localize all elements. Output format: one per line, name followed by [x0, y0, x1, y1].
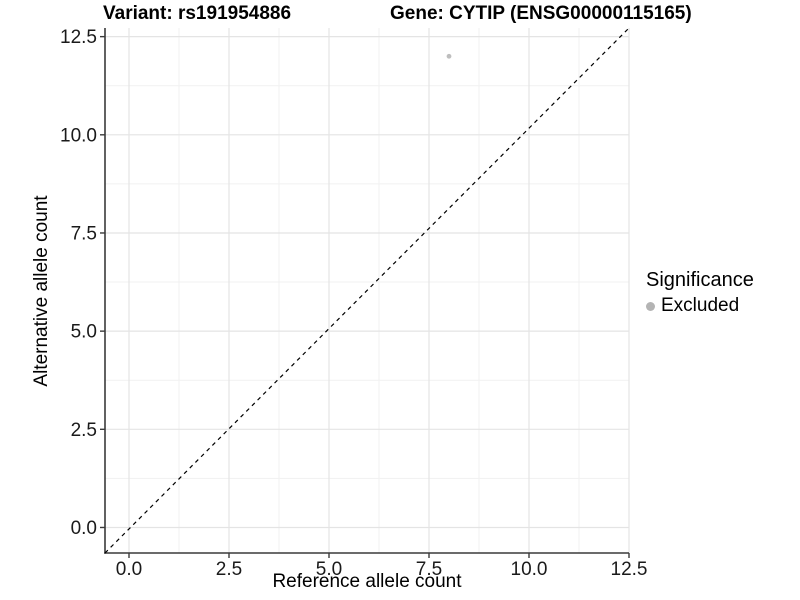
identity-line	[104, 27, 630, 554]
x-tick-label: 5.0	[316, 559, 342, 580]
legend: Significance Excluded	[646, 269, 754, 317]
x-tick-label: 12.5	[611, 559, 648, 580]
x-tick-label: 7.5	[416, 559, 442, 580]
y-tick-label: 5.0	[71, 322, 97, 343]
y-axis-title: Alternative allele count	[31, 195, 52, 387]
y-tick-label: 7.5	[71, 223, 97, 244]
legend-key-dot-icon	[646, 301, 655, 311]
y-tick-label: 12.5	[60, 27, 97, 48]
y-tick-label: 2.5	[71, 420, 97, 441]
x-tick-label: 0.0	[116, 559, 142, 580]
x-axis-title: Reference allele count	[272, 571, 462, 592]
legend-title: Significance	[646, 269, 754, 291]
x-tick-label: 10.0	[511, 559, 548, 580]
plot-title-variant: Variant: rs191954886	[103, 3, 292, 24]
plot-title-gene: Gene: CYTIP (ENSG00000115165)	[390, 3, 692, 24]
legend-item-label: Excluded	[661, 295, 740, 316]
legend-item-excluded: Excluded	[646, 295, 754, 317]
y-tick-label: 0.0	[71, 518, 97, 539]
data-point	[446, 53, 452, 59]
x-tick-label: 2.5	[216, 559, 242, 580]
y-tick-label: 10.0	[60, 125, 97, 146]
